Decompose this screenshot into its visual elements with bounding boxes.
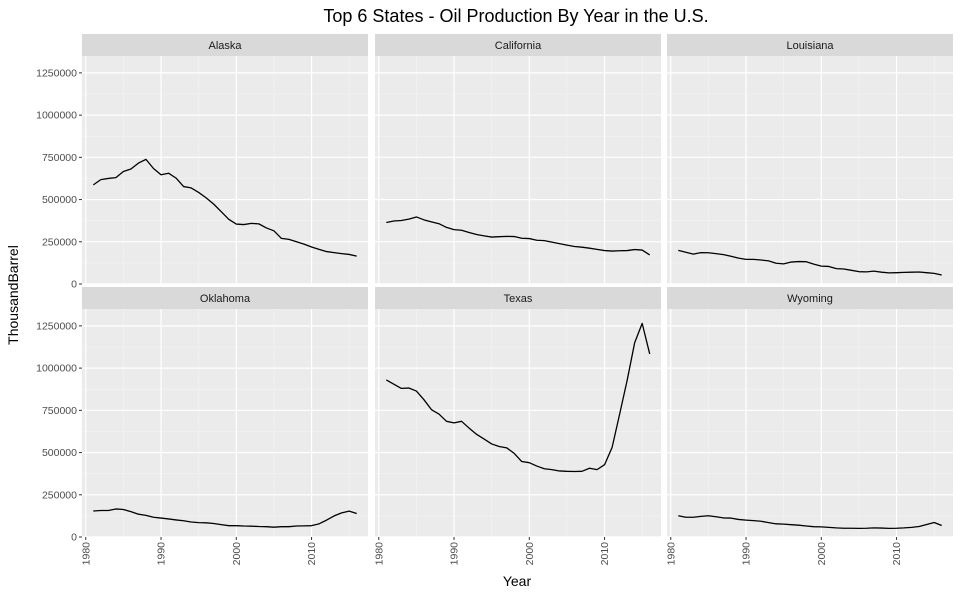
series-line-alaska: [92, 158, 357, 257]
x-tick-label: 1990: [156, 542, 168, 566]
facet-california: California: [375, 34, 661, 285]
facet-strip: [82, 34, 368, 56]
y-tick-label: 250000: [42, 236, 77, 248]
x-tick-label: 2000: [524, 542, 536, 566]
series-line-wyoming: [678, 515, 942, 530]
x-tick-label: 1980: [80, 542, 92, 566]
facet-strip: [667, 34, 953, 56]
facet-louisiana: Louisiana: [667, 34, 953, 285]
panel-background: [82, 309, 368, 537]
facet-strip: [375, 287, 661, 309]
y-axis-title: ThousandBarrel: [5, 245, 21, 345]
y-tick-label: 750000: [42, 152, 77, 164]
facet-texas: Texas 1980 1990 2000 2010: [373, 287, 661, 565]
x-axis-title: Year: [503, 573, 532, 589]
facet-strip-label: Alaska: [208, 40, 242, 52]
facet-strip: [82, 287, 368, 309]
y-tick-label: 0: [71, 532, 77, 544]
facet-wyoming: Wyoming 1980 1990 2000 2010: [665, 287, 953, 565]
y-tick-label: 1250000: [36, 320, 77, 332]
y-tick-label: 1250000: [36, 67, 77, 79]
facet-strip-label: Wyoming: [787, 293, 833, 305]
panel-background: [375, 56, 661, 284]
x-tick-label: 1980: [665, 542, 677, 566]
y-tick-label: 0: [71, 279, 77, 291]
panel-background: [667, 309, 953, 537]
chart-title: Top 6 States - Oil Production By Year in…: [323, 6, 708, 26]
facet-strip-label: Oklahoma: [200, 293, 251, 305]
panel-background: [667, 56, 953, 284]
facet-strip: [375, 34, 661, 56]
series-line-texas: [385, 322, 651, 473]
facet-oklahoma: Oklahoma 0 250000 500000 750000 1000000 125000…: [36, 287, 368, 565]
x-tick-label: 2010: [599, 542, 611, 566]
x-tick-label: 2010: [891, 542, 903, 566]
y-tick-label: 500000: [42, 194, 77, 206]
x-tick-label: 1990: [741, 542, 753, 566]
y-tick-label: 250000: [42, 489, 77, 501]
x-tick-label: 2000: [231, 542, 243, 566]
panel-background: [82, 56, 368, 284]
y-tick-label: 1000000: [36, 110, 77, 122]
series-line-oklahoma: [93, 508, 357, 528]
facet-strip-label: California: [495, 40, 542, 52]
facet-alaska: Alaska 0 250000 500000 750000 1000000 1250000: [36, 34, 368, 291]
facet-strip-label: Texas: [504, 293, 533, 305]
series-line-california: [386, 216, 651, 256]
x-tick-label: 2010: [306, 542, 318, 566]
x-tick-label: 2000: [816, 542, 828, 566]
x-tick-label: 1980: [373, 542, 385, 566]
y-tick-label: 1000000: [36, 363, 77, 375]
x-tick-label: 1990: [449, 542, 461, 566]
y-tick-label: 750000: [42, 405, 77, 417]
y-tick-label: 500000: [42, 447, 77, 459]
facet-strip: [667, 287, 953, 309]
facet-panels: Alaska 0 250000 500000 750000 1000000 1250000 C…: [36, 34, 953, 565]
facet-strip-label: Louisiana: [786, 40, 834, 52]
series-line-louisiana: [678, 249, 942, 276]
